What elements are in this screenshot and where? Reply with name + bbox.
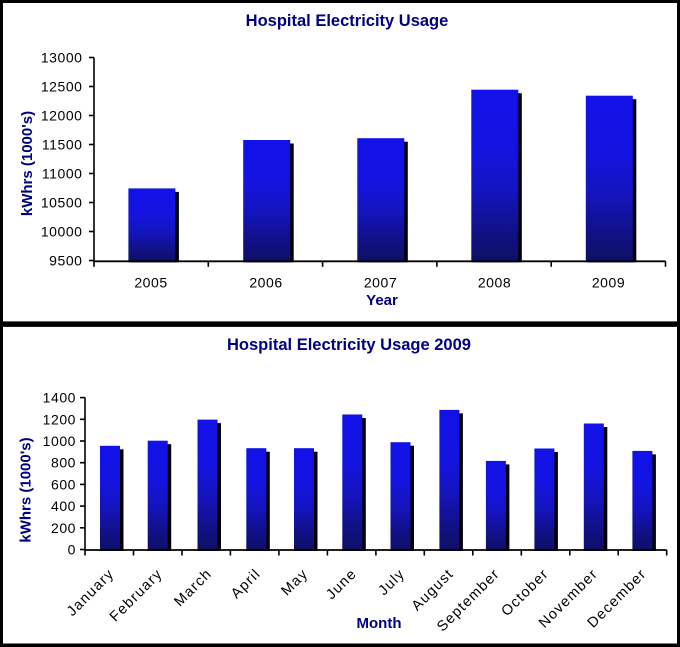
svg-text:1400: 1400 (43, 390, 76, 406)
svg-text:2006: 2006 (249, 275, 282, 291)
svg-text:Month: Month (357, 615, 402, 632)
svg-text:11000: 11000 (42, 166, 83, 182)
svg-text:2009: 2009 (592, 275, 625, 291)
svg-text:10000: 10000 (41, 224, 83, 240)
svg-text:1200: 1200 (43, 411, 76, 427)
svg-text:2005: 2005 (134, 275, 167, 291)
svg-text:400: 400 (51, 498, 76, 514)
svg-text:2007: 2007 (364, 275, 397, 291)
svg-text:Hospital Electricity Usage: Hospital Electricity Usage (246, 12, 449, 30)
svg-text:12000: 12000 (41, 108, 83, 124)
svg-text:10500: 10500 (41, 195, 83, 211)
svg-text:Hospital Electricity Usage 200: Hospital Electricity Usage 2009 (227, 336, 471, 354)
svg-text:kWhrs (1000's): kWhrs (1000's) (18, 437, 35, 542)
svg-text:2008: 2008 (478, 275, 511, 291)
svg-text:12500: 12500 (41, 79, 83, 95)
svg-text:Year: Year (366, 292, 398, 309)
svg-text:0: 0 (68, 542, 76, 558)
svg-text:1000: 1000 (43, 433, 76, 449)
svg-text:600: 600 (51, 476, 76, 492)
svg-text:800: 800 (51, 455, 76, 471)
svg-text:kWhrs (1000's): kWhrs (1000's) (19, 111, 36, 216)
svg-text:13000: 13000 (41, 50, 83, 66)
svg-text:11500: 11500 (42, 137, 83, 153)
svg-text:9500: 9500 (49, 253, 82, 269)
svg-text:200: 200 (51, 520, 76, 536)
